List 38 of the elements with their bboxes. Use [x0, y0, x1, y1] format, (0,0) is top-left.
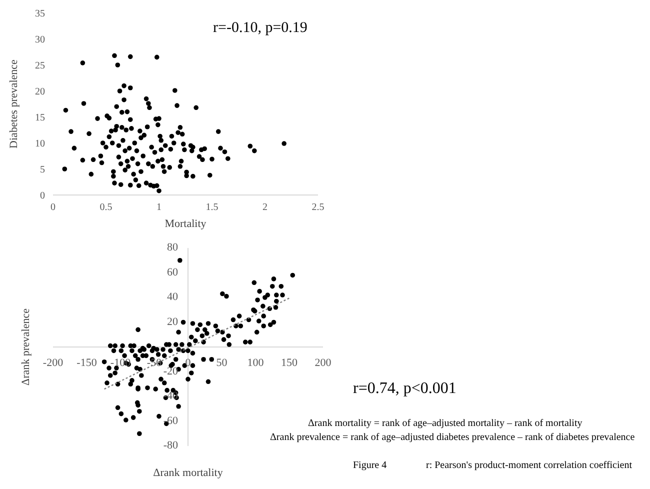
x-tick-label: 1.5 — [206, 202, 218, 214]
y-tick-label: 40 — [167, 291, 178, 304]
x-tick-label: 150 — [281, 357, 298, 370]
x-axis-title: Mortality — [164, 218, 207, 230]
annotation: Δrank mortality = rank of age–adjusted mortality – rank of mortality — [308, 418, 582, 429]
y-tick-label: 60 — [167, 266, 178, 278]
annotation: Δrank prevalence = rank of age–adjusted diabetes prevalence – rank of diabetes prevalence — [270, 432, 635, 443]
x-tick-label: 50 — [216, 357, 228, 370]
x-axis-title: Δrank mortality — [153, 467, 224, 479]
y-tick-label: -20 — [163, 365, 178, 378]
x-tick-label: 100 — [247, 357, 264, 370]
x-tick-label: 2.5 — [312, 202, 324, 214]
x-tick-label: -200 — [42, 357, 64, 370]
y-tick-label: 5 — [40, 164, 45, 176]
y-tick-label: -60 — [163, 414, 178, 427]
y-tick-label: 35 — [35, 8, 45, 20]
y-axis-title: Δrank prevalence — [20, 308, 32, 386]
x-tick-label: -150 — [76, 357, 98, 370]
y-tick-label: 10 — [35, 138, 45, 150]
y-tick-label: -80 — [163, 440, 178, 452]
text: r: Pearson's product-moment correlation coefficient — [426, 460, 632, 471]
text: r=0.74, p<0.001 — [353, 380, 456, 398]
y-tick-label: 30 — [35, 34, 45, 46]
y-tick-label: 0 — [40, 190, 45, 202]
x-tick-label: 2 — [262, 202, 268, 214]
x-tick-label: 0 — [185, 357, 192, 370]
annotation: r=-0.10, p=0.19 — [213, 20, 308, 37]
y-tick-label: 25 — [35, 60, 45, 72]
x-tick-label: 200 — [314, 357, 332, 370]
y-tick-label: 20 — [35, 86, 45, 98]
x-tick-label: 0.5 — [100, 202, 112, 214]
y-axis-title: Diabetes prevalence — [8, 59, 20, 148]
caption: Figure 4 — [353, 460, 387, 471]
x-tick-label: 1 — [156, 202, 162, 214]
y-tick-label: 20 — [167, 316, 178, 328]
y-tick-label: 80 — [167, 242, 178, 254]
x-tick-label: 0 — [50, 202, 56, 214]
y-tick-label: 15 — [35, 112, 45, 124]
